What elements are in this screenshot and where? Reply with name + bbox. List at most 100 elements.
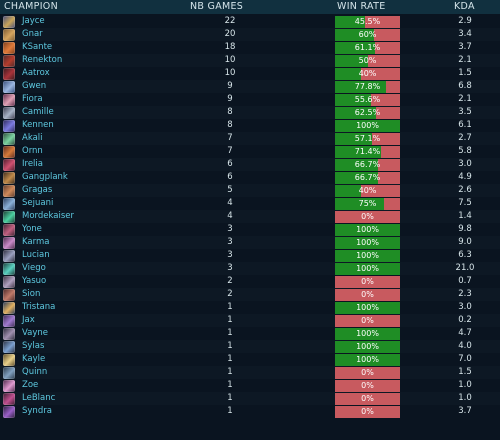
champion-name[interactable]: Sejuani: [22, 198, 54, 208]
table-row[interactable]: Syndra 1 0% 3.7: [0, 405, 500, 418]
winrate-fill: [335, 340, 400, 353]
table-row[interactable]: Lucian 3 100% 6.3: [0, 249, 500, 262]
champion-name[interactable]: KSante: [22, 42, 53, 52]
header-champion[interactable]: CHAMPION: [4, 1, 58, 12]
champion-name[interactable]: Aatrox: [22, 68, 50, 78]
champion-name[interactable]: Sion: [22, 289, 41, 299]
champion-name[interactable]: Quinn: [22, 367, 48, 377]
winrate-fill: [335, 236, 400, 249]
champion-name[interactable]: Kennen: [22, 120, 54, 130]
winrate-bar: 0%: [335, 405, 400, 418]
champion-name[interactable]: Camille: [22, 107, 54, 117]
champion-name[interactable]: Tristana: [22, 302, 56, 312]
winrate-bar: 61.1%: [335, 41, 400, 54]
header-winrate[interactable]: WIN RATE: [337, 1, 386, 12]
kda-value: 2.7: [458, 133, 472, 143]
winrate-value: 100%: [356, 354, 379, 364]
table-row[interactable]: Tristana 1 100% 3.0: [0, 301, 500, 314]
table-row[interactable]: Camille 8 62.5% 3.5: [0, 106, 500, 119]
table-row[interactable]: Yasuo 2 0% 0.7: [0, 275, 500, 288]
champion-name[interactable]: Gragas: [22, 185, 53, 195]
champion-name[interactable]: Ornn: [22, 146, 43, 156]
kda-value: 2.1: [458, 94, 472, 104]
table-row[interactable]: Karma 3 100% 9.0: [0, 236, 500, 249]
winrate-value: 55.6%: [354, 94, 381, 104]
champion-name[interactable]: Gnar: [22, 29, 43, 39]
table-row[interactable]: Irelia 6 66.7% 3.0: [0, 158, 500, 171]
kda-value: 1.0: [458, 380, 472, 390]
mordekaiser-icon: [3, 210, 15, 223]
winrate-value: 100%: [356, 328, 379, 338]
table-row[interactable]: Gwen 9 77.8% 6.8: [0, 80, 500, 93]
winrate-value: 77.8%: [354, 81, 381, 91]
table-row[interactable]: Akali 7 57.1% 2.7: [0, 132, 500, 145]
table-row[interactable]: Kayle 1 100% 7.0: [0, 353, 500, 366]
table-row[interactable]: KSante 18 61.1% 3.7: [0, 41, 500, 54]
champion-name[interactable]: Vayne: [22, 328, 49, 338]
champion-name[interactable]: Fiora: [22, 94, 43, 104]
table-row[interactable]: Gragas 5 40% 2.6: [0, 184, 500, 197]
champion-name[interactable]: Renekton: [22, 55, 63, 65]
table-row[interactable]: Sion 2 0% 2.3: [0, 288, 500, 301]
champion-name[interactable]: Yone: [22, 224, 42, 234]
table-row[interactable]: Jax 1 0% 0.2: [0, 314, 500, 327]
winrate-bar: 100%: [335, 249, 400, 262]
champion-name[interactable]: Jayce: [22, 16, 45, 26]
champion-name[interactable]: Kayle: [22, 354, 46, 364]
winrate-bar: 100%: [335, 327, 400, 340]
champion-name[interactable]: Gwen: [22, 81, 47, 91]
kda-value: 0.2: [458, 315, 472, 325]
champion-name[interactable]: Akali: [22, 133, 43, 143]
irelia-icon: [3, 158, 15, 171]
table-row[interactable]: Mordekaiser 4 0% 1.4: [0, 210, 500, 223]
champion-name[interactable]: Syndra: [22, 406, 52, 416]
champion-name[interactable]: Gangplank: [22, 172, 68, 182]
table-row[interactable]: Renekton 10 50% 2.1: [0, 54, 500, 67]
winrate-bar: 77.8%: [335, 80, 400, 93]
table-row[interactable]: Zoe 1 0% 1.0: [0, 379, 500, 392]
table-row[interactable]: Ornn 7 71.4% 5.8: [0, 145, 500, 158]
table-row[interactable]: Sylas 1 100% 4.0: [0, 340, 500, 353]
champion-name[interactable]: Lucian: [22, 250, 50, 260]
table-row[interactable]: Gnar 20 60% 3.4: [0, 28, 500, 41]
champion-name[interactable]: Jax: [22, 315, 35, 325]
winrate-bar: 100%: [335, 340, 400, 353]
winrate-fill: [335, 106, 376, 119]
games-count: 9: [227, 94, 233, 104]
header-games[interactable]: NB GAMES: [190, 1, 244, 12]
kda-value: 5.8: [458, 146, 472, 156]
kda-value: 2.6: [458, 185, 472, 195]
kda-value: 6.8: [458, 81, 472, 91]
champion-name[interactable]: Irelia: [22, 159, 43, 169]
winrate-bar: 50%: [335, 54, 400, 67]
table-row[interactable]: Yone 3 100% 9.8: [0, 223, 500, 236]
champion-name[interactable]: Mordekaiser: [22, 211, 75, 221]
games-count: 8: [227, 120, 233, 130]
table-row[interactable]: Fiora 9 55.6% 2.1: [0, 93, 500, 106]
header-kda[interactable]: KDA: [454, 1, 475, 12]
champion-name[interactable]: Yasuo: [22, 276, 47, 286]
champion-name[interactable]: Sylas: [22, 341, 45, 351]
yone-icon: [3, 223, 15, 236]
champion-name[interactable]: Viego: [22, 263, 46, 273]
winrate-value: 0%: [361, 315, 374, 325]
table-row[interactable]: Quinn 1 0% 1.5: [0, 366, 500, 379]
table-row[interactable]: Sejuani 4 75% 7.5: [0, 197, 500, 210]
games-count: 1: [227, 380, 233, 390]
champion-name[interactable]: Karma: [22, 237, 50, 247]
champion-name[interactable]: LeBlanc: [22, 393, 56, 403]
winrate-bar: 100%: [335, 223, 400, 236]
table-row[interactable]: Kennen 8 100% 6.1: [0, 119, 500, 132]
winrate-value: 75%: [358, 198, 377, 208]
table-row[interactable]: Vayne 1 100% 4.7: [0, 327, 500, 340]
kda-value: 2.1: [458, 55, 472, 65]
winrate-value: 100%: [356, 250, 379, 260]
table-row[interactable]: Viego 3 100% 21.0: [0, 262, 500, 275]
table-row[interactable]: Aatrox 10 40% 1.5: [0, 67, 500, 80]
table-row[interactable]: Jayce 22 45.5% 2.9: [0, 15, 500, 28]
gnar-icon: [3, 28, 15, 41]
champion-name[interactable]: Zoe: [22, 380, 39, 390]
table-row[interactable]: LeBlanc 1 0% 1.0: [0, 392, 500, 405]
table-row[interactable]: Gangplank 6 66.7% 4.9: [0, 171, 500, 184]
winrate-fill: [335, 223, 400, 236]
